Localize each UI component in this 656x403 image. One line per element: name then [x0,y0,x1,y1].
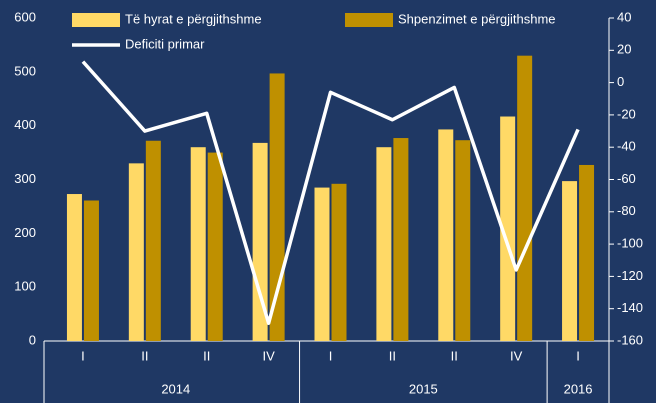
y-tick-label: 400 [14,117,36,132]
bar [83,200,99,341]
y2-tick-label: -60 [617,171,636,186]
bar [393,138,409,341]
legend-label: Shpenzimet e përgjithshme [398,11,556,26]
x-tick-label: I [81,348,85,363]
y2-tick-label: -20 [617,106,636,121]
legend-swatch [72,13,120,27]
legend-swatch [345,13,393,27]
x-tick-label: II [203,348,210,363]
x-tick-label: II [451,348,458,363]
x-tick-label: II [389,348,396,363]
bar [438,129,454,341]
line [81,60,580,325]
bar [252,142,268,341]
bar [579,164,595,341]
group-label: 2015 [409,381,438,396]
y2-tick-label: -140 [617,300,643,315]
x-tick-label: IV [510,348,523,363]
y2-tick-label: 40 [617,9,631,24]
bar [562,181,578,341]
x-tick-label: II [141,348,148,363]
y-tick-label: 0 [29,332,36,347]
y2-tick-label: -100 [617,236,643,251]
legend-label: Deficiti primar [125,36,205,51]
bar [331,183,347,341]
y-tick-label: 600 [14,9,36,24]
legend-label: Të hyrat e përgjithshme [125,11,262,26]
group-label: 2014 [161,381,190,396]
group-label: 2016 [564,381,593,396]
y2-tick-label: -40 [617,139,636,154]
y2-tick-label: -120 [617,268,643,283]
bar [128,163,144,341]
bar [66,194,82,341]
bar [314,187,330,341]
y2-tick-label: -160 [617,332,643,347]
y2-tick-label: 20 [617,42,631,57]
x-tick-label: I [576,348,580,363]
bar [269,73,285,341]
y-tick-label: 100 [14,279,36,294]
x-tick-label: IV [262,348,275,363]
bar [207,152,223,341]
bar [517,55,533,341]
bar [455,140,471,341]
y2-tick-label: -80 [617,203,636,218]
bar [190,147,206,341]
y-tick-label: 500 [14,63,36,78]
bar [376,147,392,341]
bar [500,116,516,341]
x-tick-label: I [329,348,333,363]
y-tick-label: 300 [14,171,36,186]
bar [145,140,161,341]
y2-tick-label: 0 [617,74,624,89]
y-tick-label: 200 [14,225,36,240]
